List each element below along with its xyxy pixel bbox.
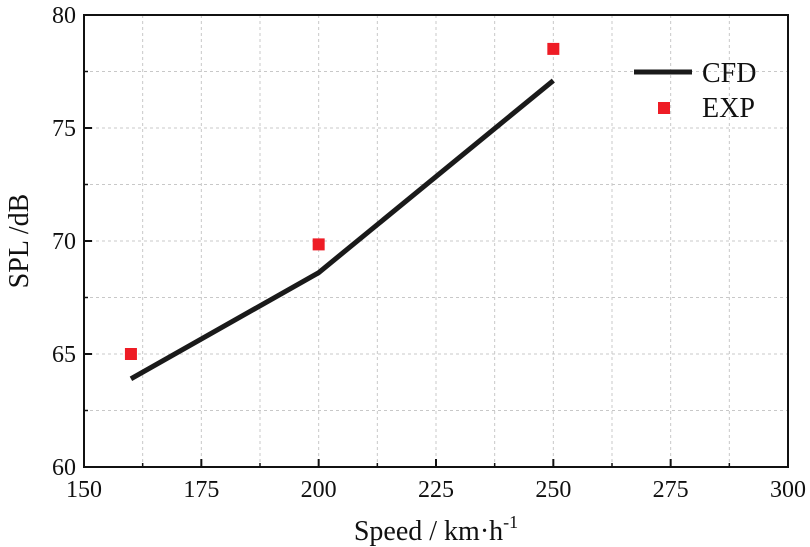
y-tick-label: 80: [52, 3, 76, 29]
exp-data-point: [124, 348, 137, 360]
exp-data-point: [547, 42, 560, 55]
x-tick-label: 225: [418, 477, 454, 503]
legend-exp-marker: [658, 102, 670, 114]
x-axis-title-main: Speed / km·h: [354, 516, 503, 547]
legend: CFD EXP: [634, 58, 756, 124]
y-axis-title: SPL /dB: [4, 194, 35, 289]
x-axis-title-superscript: -1: [503, 512, 518, 532]
cfd-series-line: [129, 78, 555, 382]
axis-ticks: 150 175 200 225 250 275 300 60 65 70 75 80: [52, 3, 806, 503]
legend-cfd-label: CFD: [702, 58, 756, 89]
y-tick-label: 75: [52, 116, 76, 142]
grid-lines: [84, 15, 788, 467]
exp-data-point: [312, 238, 325, 251]
x-tick-label: 300: [770, 477, 806, 503]
x-tick-label: 275: [653, 477, 689, 503]
y-tick-label: 70: [52, 229, 76, 255]
x-tick-label: 150: [66, 477, 102, 503]
y-tick-label: 60: [52, 455, 76, 481]
x-tick-label: 175: [183, 477, 219, 503]
x-tick-label: 200: [301, 477, 337, 503]
legend-exp-label: EXP: [702, 93, 755, 124]
x-axis-title: Speed / km·h-1: [354, 512, 518, 547]
series-layer: [124, 42, 560, 382]
x-tick-label: 250: [535, 477, 571, 503]
y-tick-label: 65: [52, 342, 76, 368]
